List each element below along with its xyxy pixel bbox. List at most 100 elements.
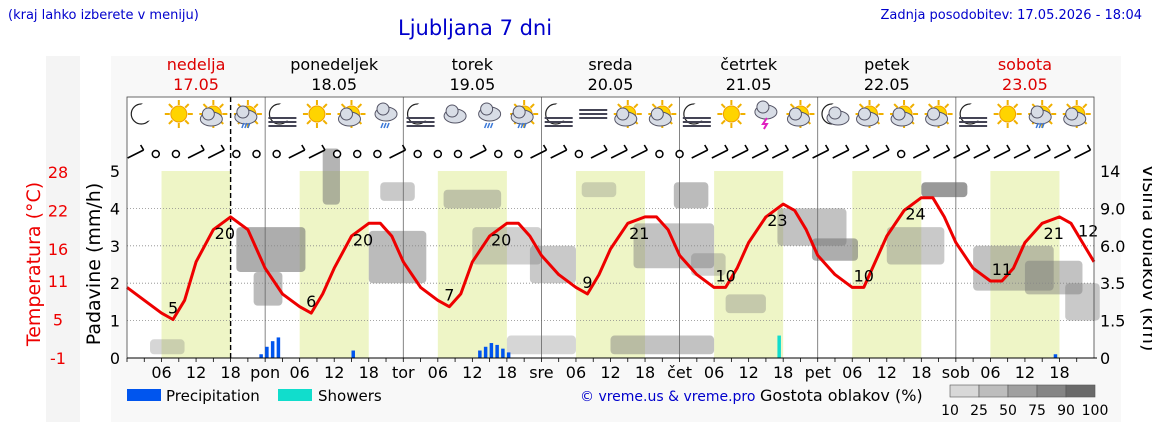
precipitation-tick: 4 xyxy=(110,199,120,218)
wind-barb-icon xyxy=(1033,144,1051,159)
wind-calm-icon xyxy=(332,149,342,159)
sun-cloud-icon xyxy=(924,100,953,128)
wind-calm-icon xyxy=(453,149,463,159)
location-hint: (kraj lahko izberete v meniju) xyxy=(8,8,199,23)
precipitation-legend-swatch xyxy=(127,389,161,401)
day-abbr: pon xyxy=(250,363,280,382)
cloud-layer xyxy=(725,294,766,314)
moon-cloud-icon xyxy=(821,103,850,126)
precipitation-tick: 0 xyxy=(110,349,120,368)
precipitation-legend-label: Precipitation xyxy=(166,387,260,405)
precipitation-tick: 5 xyxy=(110,162,120,181)
precip-bar xyxy=(259,354,263,358)
day-abbr: sob xyxy=(942,363,970,382)
precipitation-axis-label: Padavine (mm/h) xyxy=(83,183,105,346)
day-name: sreda xyxy=(588,55,632,74)
sun-rain-icon xyxy=(1028,100,1057,129)
wind-barb-icon xyxy=(610,144,628,159)
hour-tick-label: 06 xyxy=(842,363,862,382)
wind-barb-icon xyxy=(1074,144,1092,159)
wind-barb-icon xyxy=(308,144,326,159)
hour-tick-label: 12 xyxy=(324,363,344,382)
day-name: ponedeljek xyxy=(290,55,379,74)
wind-barb-icon xyxy=(933,144,951,159)
temperature-label: 7 xyxy=(444,286,454,305)
cloud-layer xyxy=(581,182,617,198)
cloud-height-tick: 1.5 xyxy=(1100,312,1125,331)
temperature-label: 6 xyxy=(306,292,316,311)
moon-fog-icon xyxy=(544,103,573,127)
wind-barb-icon xyxy=(973,144,991,159)
hour-tick-label: 18 xyxy=(635,363,655,382)
sun-cloud-icon xyxy=(337,100,366,128)
temperature-label: 10 xyxy=(854,266,874,285)
wind-barb-icon xyxy=(469,144,487,159)
hour-tick-label: 06 xyxy=(980,363,1000,382)
temperature-label: 20 xyxy=(215,224,235,243)
day-name: sobota xyxy=(998,55,1052,74)
day-date: 17.05 xyxy=(173,75,219,94)
cloud-layer xyxy=(253,271,283,306)
density-swatch xyxy=(978,384,1009,398)
day-date: 23.05 xyxy=(1002,75,1048,94)
precip-bar xyxy=(276,337,281,358)
day-name: petek xyxy=(864,55,910,74)
day-date: 21.05 xyxy=(726,75,772,94)
wind-barb-icon xyxy=(127,144,145,159)
cloud-density-label: Gostota oblakov (%) xyxy=(760,386,923,405)
cloud-layer xyxy=(322,148,340,205)
sun-cloud-icon xyxy=(613,100,642,128)
sun-icon xyxy=(302,100,331,128)
cloud-layer xyxy=(691,253,726,276)
hour-tick-label: 12 xyxy=(738,363,758,382)
wind-barb-icon xyxy=(832,144,850,159)
sun-icon xyxy=(164,100,193,128)
day-date: 19.05 xyxy=(449,75,495,94)
cloud-layer xyxy=(886,227,945,265)
day-date: 22.05 xyxy=(864,75,910,94)
hour-tick-label: 06 xyxy=(151,363,171,382)
wind-barb-icon xyxy=(852,144,870,159)
hour-tick-label: 12 xyxy=(462,363,482,382)
precipitation-tick: 3 xyxy=(110,237,120,256)
density-value: 75 xyxy=(1028,403,1046,419)
wind-calm-icon xyxy=(171,149,181,159)
temperature-label: 24 xyxy=(905,205,925,224)
moon-icon xyxy=(130,103,156,125)
wind-barb-icon xyxy=(590,144,608,159)
wind-calm-icon xyxy=(494,149,503,159)
wind-barb-icon xyxy=(812,144,830,159)
temperature-tick: 11 xyxy=(48,272,68,291)
day-date: 20.05 xyxy=(588,75,634,94)
hour-tick-label: 18 xyxy=(911,363,931,382)
daylight-band xyxy=(990,171,1060,358)
temperature-label: 21 xyxy=(1044,224,1064,243)
daylight-band xyxy=(575,171,646,358)
temperature-label: 11 xyxy=(992,260,1012,279)
moon-fog-icon xyxy=(406,103,435,127)
density-value: 10 xyxy=(941,403,959,419)
wind-barb-icon xyxy=(792,144,810,159)
moon-fog-icon xyxy=(682,103,711,127)
cloud-layer xyxy=(443,189,502,209)
sun-icon xyxy=(717,100,746,128)
temperature-label: 10 xyxy=(715,266,735,285)
temperature-tick: 28 xyxy=(48,163,68,182)
cloud-layer xyxy=(1024,260,1083,295)
storm-icon xyxy=(754,100,778,130)
wind-calm-icon xyxy=(655,149,664,159)
left-panel xyxy=(46,56,80,422)
hour-tick-label: 18 xyxy=(220,363,240,382)
precipitation-tick: 2 xyxy=(110,274,120,293)
hour-tick-label: 18 xyxy=(1049,363,1069,382)
cloud-height-axis-label: Višina oblakov (km) xyxy=(1138,165,1152,352)
wind-calm-icon xyxy=(272,149,281,159)
temperature-label: 23 xyxy=(767,211,787,230)
precipitation-tick: 1 xyxy=(110,312,120,331)
wind-barb-icon xyxy=(751,144,769,159)
wind-barb-icon xyxy=(993,144,1011,159)
wind-barb-icon xyxy=(691,144,709,159)
cloud-layer xyxy=(1065,283,1100,321)
hour-tick-label: 12 xyxy=(877,363,897,382)
density-swatch xyxy=(1036,384,1067,398)
